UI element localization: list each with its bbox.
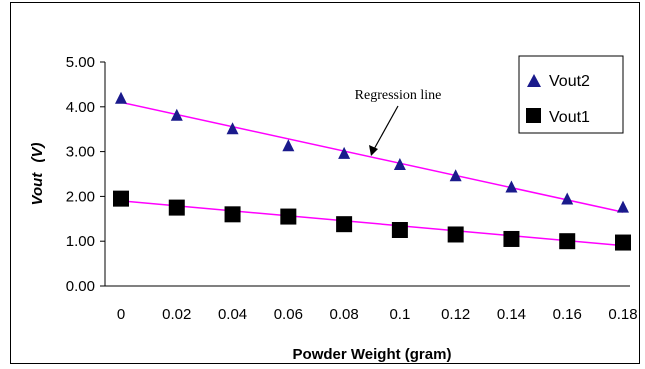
x-tick-label: 0.14 (497, 306, 526, 323)
legend-label-vout2: Vout2 (549, 73, 590, 90)
legend-marker-vout2 (527, 74, 541, 87)
plot-area (104, 62, 630, 287)
y-tick-label: 2.00 (66, 188, 95, 205)
data-point-vout2 (505, 180, 518, 193)
x-tick-label: 0.04 (218, 306, 247, 323)
x-tick-group: 0 0.02 0.04 0.06 0.08 0.1 0.12 0.14 0.16 0.18 (117, 306, 638, 323)
svg-text:Vout (V): Vout (V) (29, 143, 46, 206)
x-tick-label: 0.06 (274, 306, 303, 323)
data-point-vout2 (617, 200, 629, 213)
regression-lines (120, 101, 624, 247)
regression-line-vout1 (120, 200, 624, 247)
data-point-vout1 (336, 216, 353, 233)
x-tick-label: 0.16 (553, 306, 582, 323)
data-point-vout2 (338, 146, 351, 159)
x-tick-label: 0.02 (162, 306, 191, 323)
legend-marker-vout1 (526, 108, 541, 123)
y-tick-label: 5.00 (66, 54, 95, 71)
data-point-vout1 (168, 199, 185, 216)
data-point-vout1 (615, 234, 631, 251)
data-point-vout2 (282, 139, 295, 152)
data-point-vout1 (559, 233, 576, 250)
data-point-vout2 (226, 122, 239, 135)
y-tick-label: 1.00 (66, 233, 95, 250)
y-axis-title-unit: (V) (29, 143, 46, 163)
y-axis-title-var: Vout (29, 172, 46, 206)
data-point-vout2 (115, 91, 127, 104)
y-axis-title: Vout (V) (29, 143, 46, 206)
data-point-vout1 (503, 230, 520, 247)
data-point-vout1 (280, 208, 297, 225)
x-tick-label: 0 (117, 306, 125, 323)
y-tick-label: 3.00 (66, 144, 95, 161)
x-tick-label: 0.12 (441, 306, 470, 323)
annotation-arrow-head (369, 145, 378, 156)
data-point-vout1 (113, 190, 129, 207)
x-tick-label: 0.08 (330, 306, 359, 323)
data-point-vout1 (447, 226, 464, 243)
data-point-vout1 (224, 206, 241, 223)
x-tick-label: 0.1 (389, 306, 410, 323)
y-tick-label: 4.00 (66, 99, 95, 116)
annotation-text: Regression line (355, 88, 442, 103)
data-point-vout2 (393, 158, 406, 171)
x-axis-title: Powder Weight (gram) (293, 346, 452, 363)
regression-annotation: Regression line (355, 88, 442, 156)
annotation-arrow-shaft (372, 105, 399, 152)
data-point-vout2 (449, 169, 462, 182)
y-tick-group: 0.00 1.00 2.00 3.00 4.00 5.00 (66, 54, 105, 295)
data-point-vout1 (391, 222, 408, 238)
legend: Vout2 Vout1 (518, 55, 624, 134)
marker-group (113, 91, 631, 251)
legend-label-vout1: Vout1 (549, 109, 590, 126)
data-point-vout2 (170, 108, 183, 121)
x-tick-label: 0.18 (608, 306, 637, 323)
regression-line-vout2 (120, 101, 624, 213)
data-point-vout2 (561, 192, 574, 205)
y-tick-label: 0.00 (66, 278, 95, 295)
